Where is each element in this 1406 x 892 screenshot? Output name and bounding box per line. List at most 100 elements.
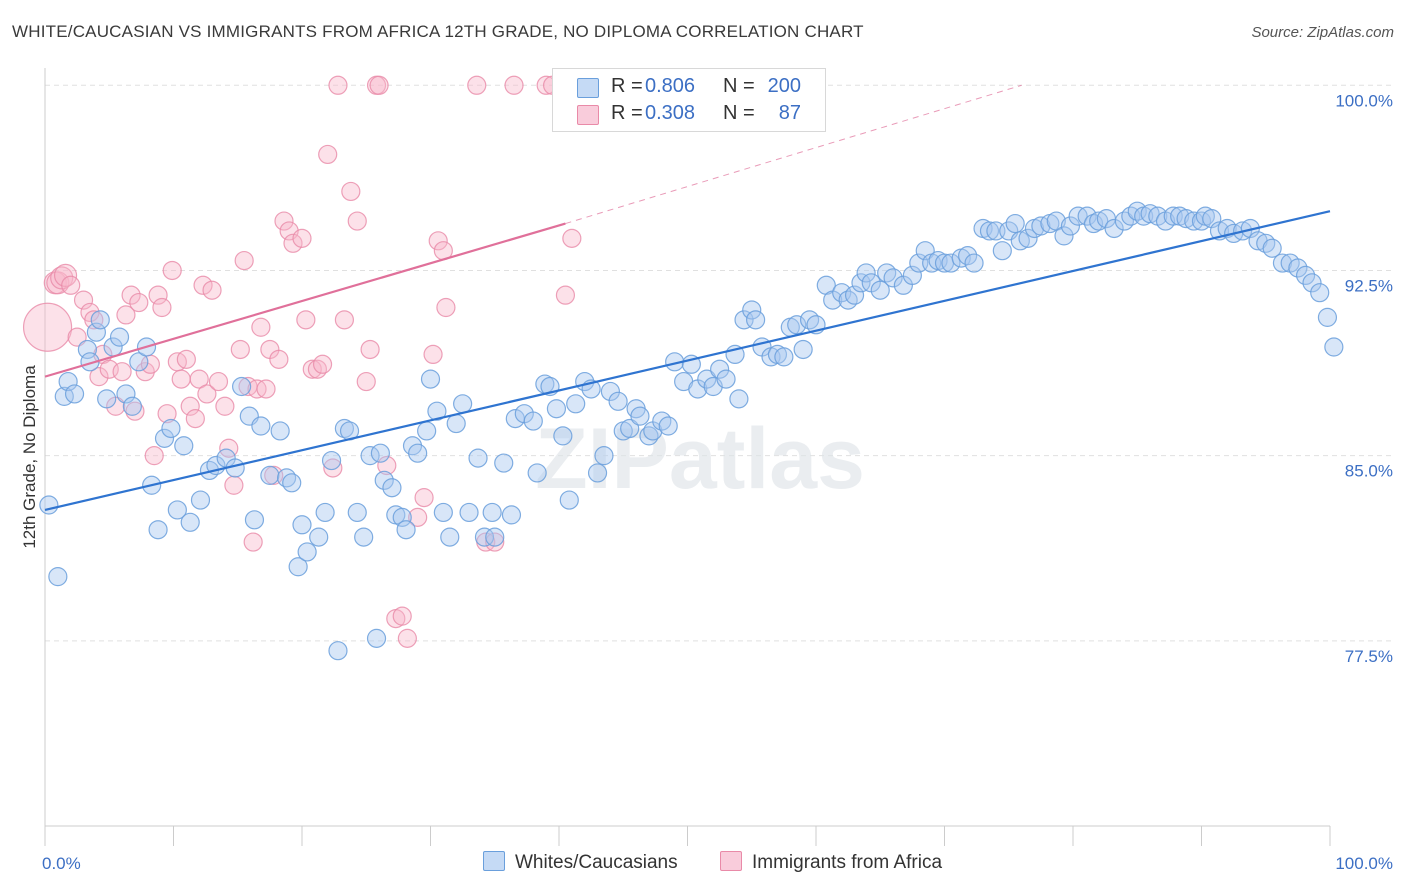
data-point-whites (366, 628, 387, 648)
data-point-africa (392, 606, 412, 626)
data-point-whites (742, 300, 762, 320)
data-point-africa (555, 285, 576, 305)
correlation-legend: R = 0.806 N = 200 R = 0.308 N = 87 (552, 68, 826, 132)
legend-r-label: R = (611, 102, 643, 124)
data-point-africa (323, 458, 343, 478)
grid-lines (45, 84, 1395, 642)
data-point-africa (125, 401, 145, 421)
data-point-whites (1288, 258, 1308, 278)
data-point-whites (334, 418, 355, 439)
data-point-whites (1083, 213, 1104, 234)
data-point-whites (309, 527, 329, 547)
legend-swatch-blue (483, 851, 505, 871)
data-point-whites (251, 416, 271, 436)
data-point-whites (417, 421, 437, 441)
data-point-africa (269, 349, 289, 369)
data-point-whites (408, 443, 428, 463)
data-point-whites (710, 359, 730, 379)
trend-line-africa (44, 222, 566, 378)
data-point-whites (746, 310, 766, 330)
data-point-whites (232, 376, 252, 397)
data-point-whites (877, 263, 897, 283)
legend-label-whites: Whites/Caucasians (515, 852, 678, 873)
data-point-whites (392, 507, 412, 527)
data-point-africa (162, 260, 182, 281)
chart-source: Source: ZipAtlas.com (1251, 24, 1394, 41)
data-point-whites (288, 557, 308, 577)
data-point-whites (321, 450, 342, 471)
data-point-africa (428, 231, 448, 251)
data-point-whites (856, 263, 876, 283)
data-point-africa (208, 371, 229, 392)
data-point-whites (459, 502, 479, 523)
data-point-whites (964, 253, 984, 273)
data-point-africa (202, 280, 222, 300)
data-point-whites (979, 221, 1000, 241)
data-point-whites (1310, 283, 1330, 303)
data-point-whites (315, 502, 335, 523)
data-point-whites (482, 502, 502, 523)
data-point-whites (941, 253, 961, 273)
data-point-africa (318, 144, 338, 165)
data-point-whites (116, 384, 136, 404)
data-point-whites (1060, 216, 1081, 236)
data-point-whites (697, 369, 717, 389)
data-point-whites (652, 411, 672, 431)
data-point-whites (420, 369, 441, 389)
data-point-whites (1256, 233, 1276, 253)
data-point-africa (397, 628, 417, 648)
data-point-whites (370, 443, 390, 463)
data-point-whites (39, 495, 59, 515)
data-point-whites (161, 418, 181, 439)
data-point-whites (1077, 206, 1097, 226)
data-point-africa (312, 354, 333, 374)
data-point-whites (453, 394, 473, 414)
legend-n-value: 200 (767, 75, 801, 97)
data-point-whites (109, 327, 130, 347)
data-point-whites (799, 310, 820, 330)
legend-row-africa: R = 0.308 N = 87 (553, 100, 825, 130)
data-point-africa (50, 266, 74, 290)
data-point-whites (244, 510, 265, 530)
data-point-whites (1176, 209, 1196, 229)
data-point-africa (230, 339, 250, 360)
data-point-whites (630, 406, 650, 426)
data-point-whites (1089, 211, 1109, 231)
legend-swatch-blue (577, 78, 599, 98)
data-point-whites (1295, 265, 1316, 286)
data-point-africa (485, 532, 505, 552)
data-point-whites (270, 421, 290, 441)
data-point-whites (734, 310, 754, 330)
watermark: ZIPatlas (535, 411, 865, 507)
data-point-whites (58, 371, 78, 392)
legend-item-africa: Immigrants from Africa (720, 851, 942, 877)
data-point-whites (468, 448, 488, 468)
data-point-whites (282, 473, 302, 493)
data-point-whites (328, 641, 348, 661)
data-point-whites (658, 416, 678, 436)
data-point-whites (793, 339, 813, 360)
data-point-whites (527, 463, 547, 483)
data-point-africa (347, 211, 367, 231)
trend-line-africa-extension (565, 84, 1022, 225)
data-point-whites (546, 399, 567, 419)
data-point-whites (844, 285, 865, 305)
data-point-africa (328, 75, 348, 95)
data-point-whites (292, 515, 312, 535)
data-point-whites (620, 418, 640, 439)
data-point-whites (180, 512, 200, 532)
data-point-africa (292, 228, 312, 248)
data-point-whites (559, 490, 579, 510)
data-point-whites (1272, 253, 1293, 273)
data-point-africa (408, 507, 428, 527)
data-point-whites (48, 567, 68, 587)
data-point-africa (53, 263, 78, 288)
data-point-africa (22, 302, 73, 352)
data-point-africa (334, 310, 355, 330)
data-point-africa (360, 339, 380, 360)
data-point-whites (838, 290, 858, 310)
data-point-whites (600, 381, 621, 402)
data-point-whites (608, 391, 628, 411)
data-point-whites (1324, 337, 1344, 357)
